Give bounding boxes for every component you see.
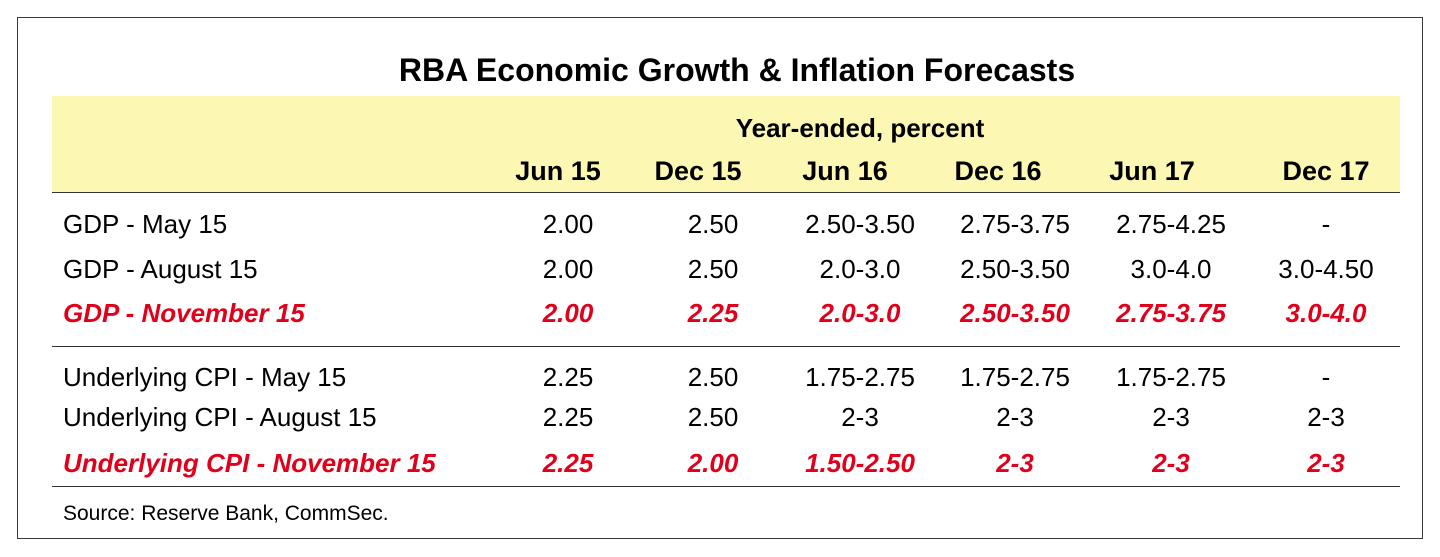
table-cell: 2.00 xyxy=(542,209,594,239)
table-cell: 2-3 xyxy=(1152,402,1190,432)
row-label: GDP - May 15 xyxy=(63,209,228,239)
table-cell: - xyxy=(1321,362,1331,392)
table-cell-highlighted: 2.25 xyxy=(687,298,739,328)
table-cell: 2.75-4.25 xyxy=(1116,209,1226,239)
table-cell: 2-3 xyxy=(841,402,879,432)
table-cell-highlighted: 2.00 xyxy=(542,298,594,328)
table-title: RBA Economic Growth & Inflation Forecast… xyxy=(398,52,1076,88)
table-cell: 1.75-2.75 xyxy=(1116,362,1226,392)
table-cell: 2.50-3.50 xyxy=(960,254,1070,284)
table-cell-highlighted: 3.0-4.0 xyxy=(1285,298,1367,328)
header-band xyxy=(52,96,1400,192)
table-cell: 3.0-4.0 xyxy=(1130,254,1212,284)
divider-line xyxy=(52,192,1400,193)
divider-line xyxy=(52,486,1400,487)
table-cell: 2.25 xyxy=(542,362,594,392)
table-cell: 2.50 xyxy=(687,254,739,284)
table-cell-highlighted: 2-3 xyxy=(1307,448,1345,478)
table-cell: 2.25 xyxy=(542,402,594,432)
subheader: Year-ended, percent xyxy=(735,113,985,143)
table-cell-highlighted: 1.50-2.50 xyxy=(805,448,915,478)
table-cell-highlighted: 2.75-3.75 xyxy=(1116,298,1226,328)
source-note: Source: Reserve Bank, CommSec. xyxy=(63,502,389,525)
column-header: Jun 17 xyxy=(1109,156,1195,186)
table-cell: 2.0-3.0 xyxy=(819,254,901,284)
column-header: Dec 15 xyxy=(654,156,742,186)
table-cell: 2.75-3.75 xyxy=(960,209,1070,239)
table-cell: 2-3 xyxy=(996,402,1034,432)
table-cell: 2.50 xyxy=(687,362,739,392)
table-cell: - xyxy=(1321,209,1331,239)
row-label: Underlying CPI - August 15 xyxy=(63,402,377,432)
table-cell: 1.75-2.75 xyxy=(805,362,915,392)
table-cell-highlighted: 2.25 xyxy=(542,448,594,478)
table-cell: 2.50 xyxy=(687,402,739,432)
table-cell: 2.00 xyxy=(542,254,594,284)
column-header: Dec 16 xyxy=(954,156,1042,186)
column-header: Jun 15 xyxy=(515,156,601,186)
row-label-highlighted: Underlying CPI - November 15 xyxy=(63,448,436,478)
table-cell-highlighted: 2.0-3.0 xyxy=(819,298,901,328)
row-label: Underlying CPI - May 15 xyxy=(63,362,347,392)
column-header: Dec 17 xyxy=(1282,156,1370,186)
table-cell: 2-3 xyxy=(1307,402,1345,432)
table-cell-highlighted: 2-3 xyxy=(1152,448,1190,478)
table-cell-highlighted: 2.50-3.50 xyxy=(960,298,1070,328)
divider-line xyxy=(52,346,1400,347)
table-cell: 3.0-4.50 xyxy=(1278,254,1374,284)
column-header: Jun 16 xyxy=(802,156,888,186)
table-cell-highlighted: 2.00 xyxy=(687,448,739,478)
row-label: GDP - August 15 xyxy=(63,254,258,284)
table-cell: 2.50 xyxy=(687,209,739,239)
table-cell-highlighted: 2-3 xyxy=(996,448,1034,478)
table-cell: 1.75-2.75 xyxy=(960,362,1070,392)
table-cell: 2.50-3.50 xyxy=(805,209,915,239)
row-label-highlighted: GDP - November 15 xyxy=(63,298,305,328)
